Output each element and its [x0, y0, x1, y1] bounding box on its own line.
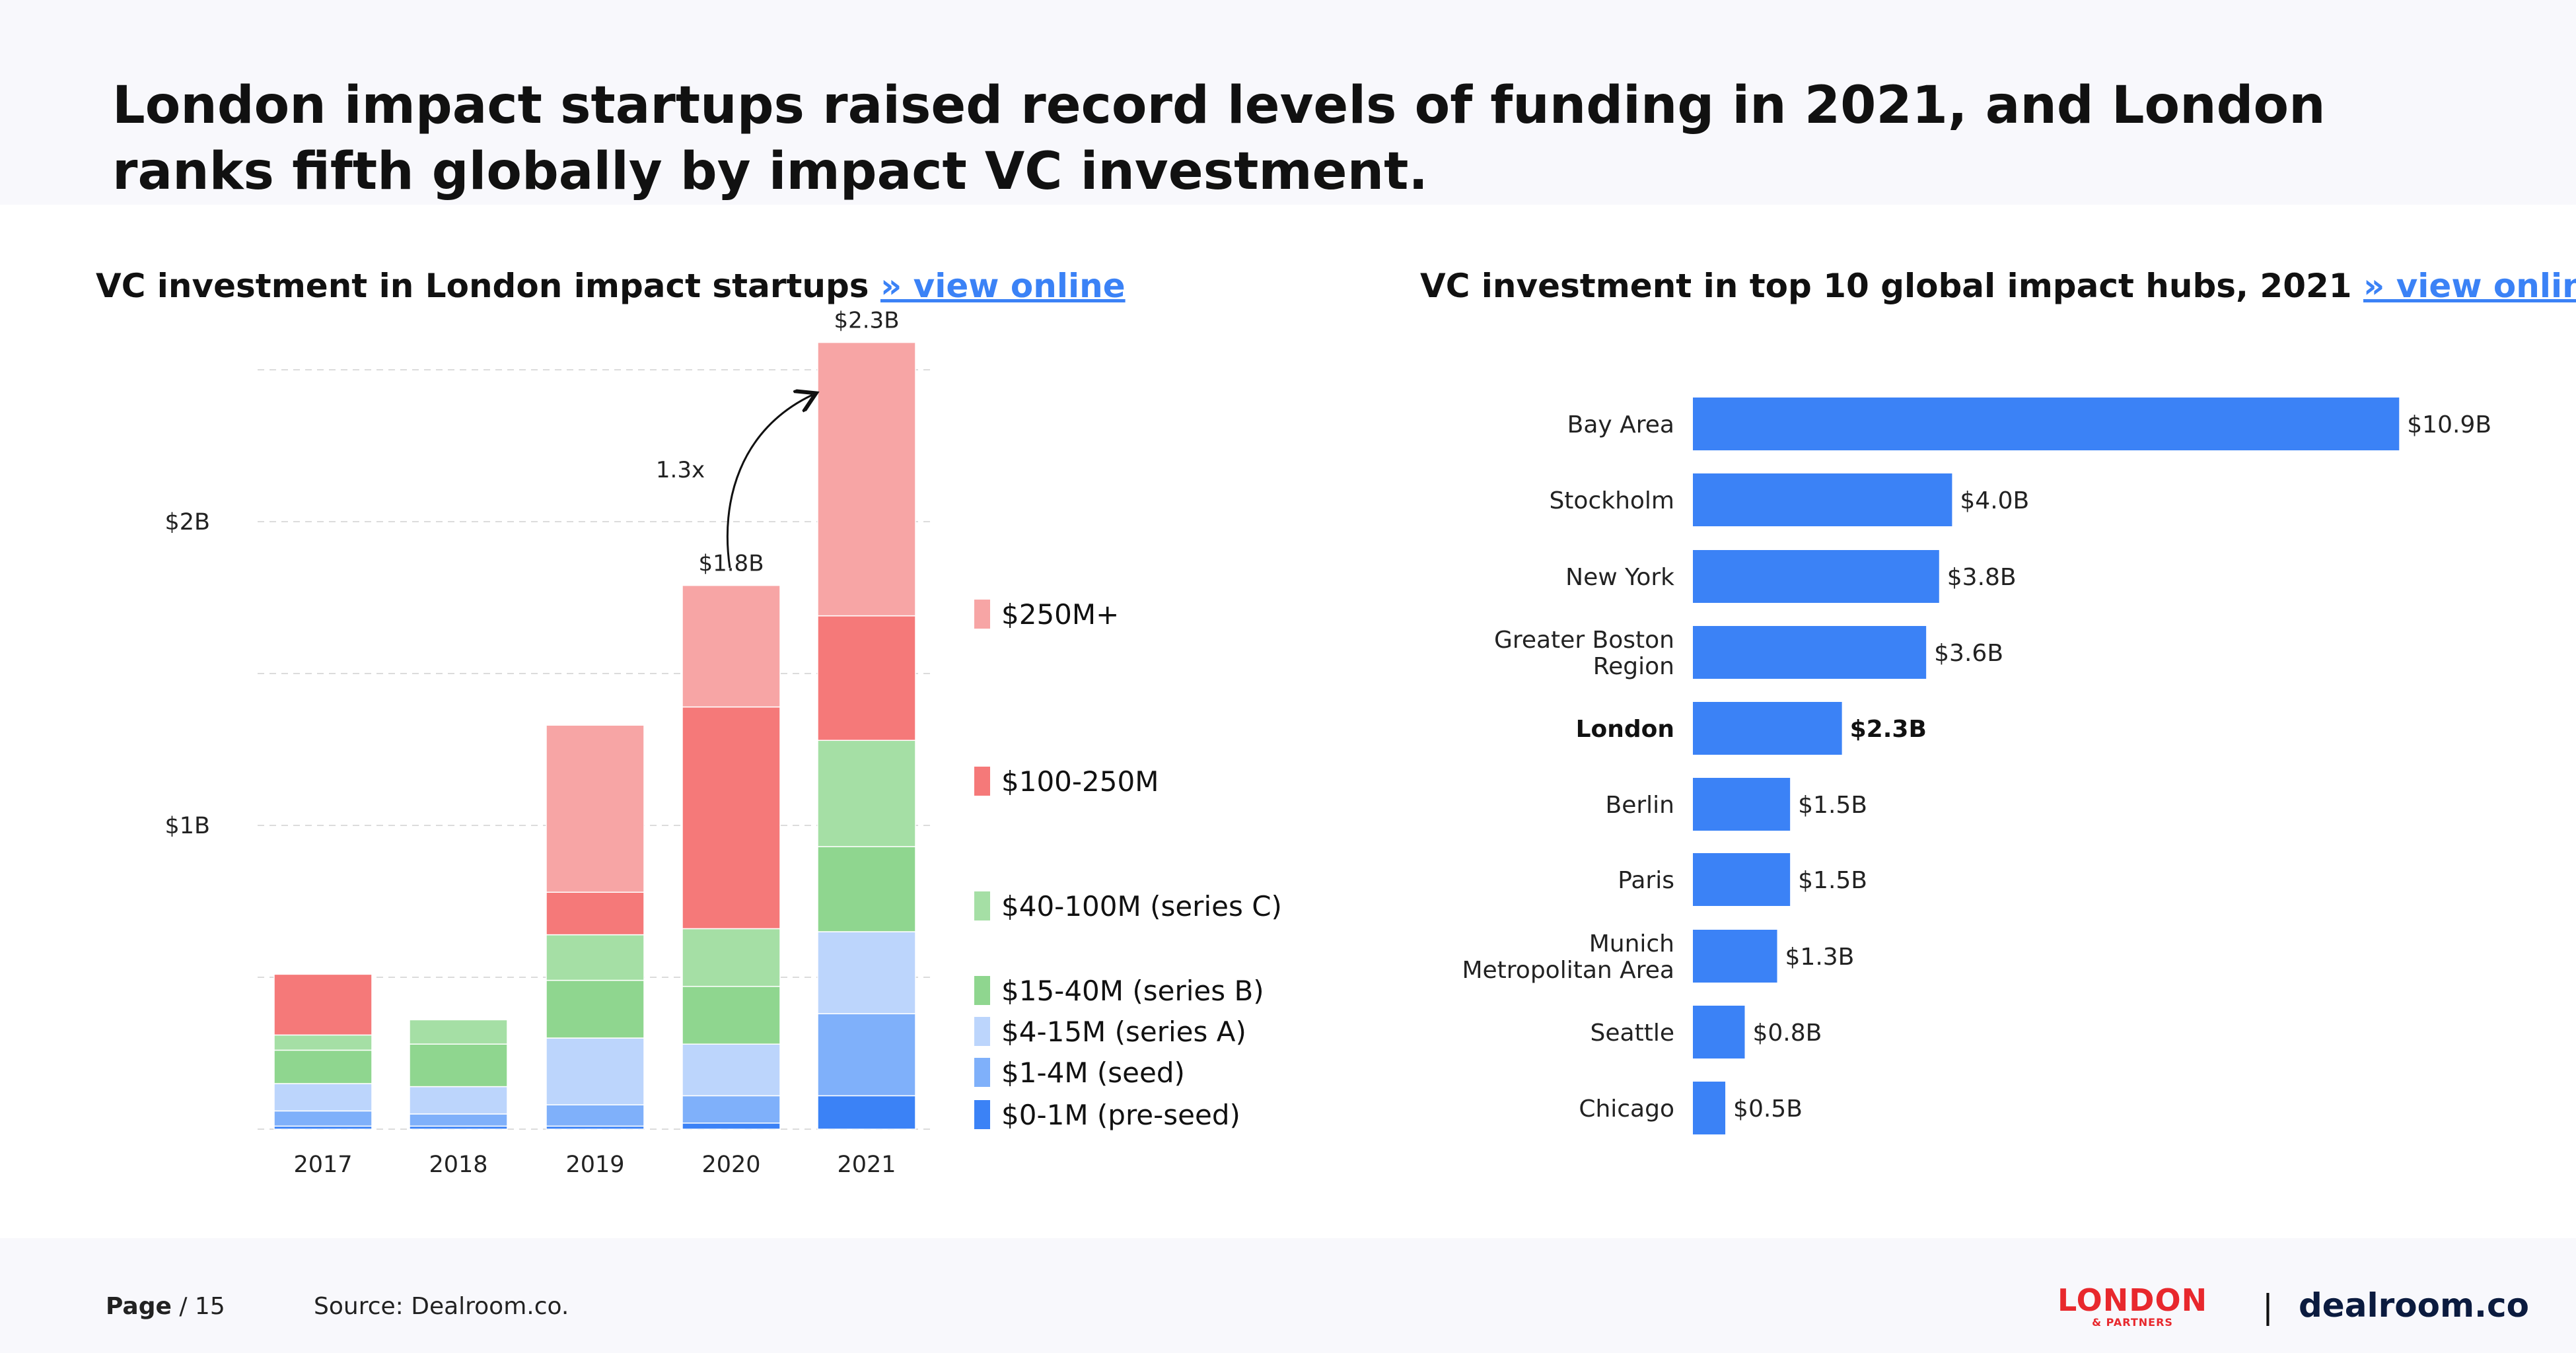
- hub-bar: [1693, 398, 2400, 450]
- bar-segment-2019: [546, 979, 645, 1039]
- hub-value-label: $10.9B: [2407, 411, 2491, 438]
- hub-value-label: $2.3B: [1850, 716, 1927, 743]
- legend-swatch: [974, 1058, 990, 1087]
- hub-category-label: London: [1576, 716, 1674, 743]
- legend-swatch: [974, 976, 990, 1005]
- growth-arrow: [726, 395, 812, 569]
- bar-segment-2020: [682, 584, 781, 708]
- left-chart-title: VC investment in London impact startups …: [96, 263, 1126, 309]
- london-logo-text: LONDON: [2057, 1282, 2208, 1318]
- hub-category-label: Paris: [1618, 867, 1674, 894]
- bar-segment-2021: [817, 615, 916, 741]
- bar-segment-2019: [546, 724, 645, 893]
- hub-value-label: $0.5B: [1733, 1095, 1803, 1123]
- hub-bar: [1693, 1006, 1745, 1058]
- legend-label: $4-15M (series A): [1001, 1016, 1246, 1048]
- hub-category-label: Stockholm: [1549, 487, 1674, 514]
- bar-segment-2019: [546, 891, 645, 936]
- bar-segment-2020: [682, 986, 781, 1045]
- y-tick-label: $2B: [164, 509, 210, 536]
- london-logo-subtext: & PARTNERS: [2092, 1316, 2173, 1329]
- total-label-2020: $1.8B: [698, 551, 764, 577]
- bar-segment-2021: [817, 931, 916, 1014]
- legend-swatch: [974, 891, 990, 920]
- hub-bar: [1693, 853, 1791, 906]
- hub-value-label: $1.5B: [1798, 867, 1867, 894]
- hub-value-label: $0.8B: [1752, 1020, 1822, 1047]
- hub-category-label: Berlin: [1606, 792, 1674, 819]
- hub-value-label: $4.0B: [1960, 487, 2029, 514]
- hub-category-label: Chicago: [1579, 1095, 1674, 1123]
- hub-value-label: $3.8B: [1947, 564, 2017, 591]
- hub-value-label: $3.6B: [1934, 640, 2003, 667]
- hub-bar: [1693, 930, 1777, 983]
- bar-segment-2018: [409, 1019, 508, 1045]
- left-view-online-link[interactable]: » view online: [880, 267, 1126, 305]
- bar-segment-2021: [817, 1095, 916, 1130]
- hub-category-label: New York: [1565, 564, 1674, 591]
- legend-label: $40-100M (series C): [1001, 890, 1282, 922]
- hub-category-label: Munich Metropolitan Area: [1462, 930, 1674, 984]
- legend-swatch: [974, 1017, 990, 1046]
- growth-annotation: 1.3x: [656, 457, 705, 483]
- right-view-online-link[interactable]: » view online: [2363, 267, 2576, 305]
- legend-label: $15-40M (series B): [1001, 975, 1264, 1007]
- hub-bar: [1693, 702, 1842, 755]
- x-tick-label: 2021: [837, 1152, 896, 1178]
- bar-segment-2021: [817, 341, 916, 617]
- bar-segment-2017: [273, 973, 373, 1036]
- legend-label: $250M+: [1001, 598, 1119, 631]
- legend-label: $100-250M: [1001, 765, 1159, 798]
- legend-label: $1-4M (seed): [1001, 1057, 1185, 1089]
- y-tick-label: $1B: [164, 813, 210, 839]
- hub-value-label: $1.5B: [1798, 792, 1867, 819]
- bar-segment-2017: [273, 1083, 373, 1112]
- legend-swatch: [974, 767, 990, 796]
- x-tick-label: 2018: [429, 1152, 487, 1178]
- bar-segment-2018: [409, 1086, 508, 1115]
- bar-segment-2020: [682, 706, 781, 930]
- source-note: Source: Dealroom.co.: [314, 1293, 569, 1320]
- bar-segment-2019: [546, 1037, 645, 1105]
- legend-swatch: [974, 600, 990, 629]
- hub-value-label: $1.3B: [1785, 944, 1855, 971]
- legend-swatch: [974, 1100, 990, 1129]
- hub-bar: [1693, 626, 1927, 679]
- hub-bar: [1693, 1082, 1726, 1134]
- page-indicator: Page / 15: [106, 1293, 225, 1320]
- bar-segment-2021: [817, 1013, 916, 1097]
- legend-label: $0-1M (pre-seed): [1001, 1099, 1240, 1131]
- page-count: / 15: [179, 1293, 225, 1320]
- right-chart-title: VC investment in top 10 global impact hu…: [1420, 263, 2576, 309]
- right-chart-title-text: VC investment in top 10 global impact hu…: [1420, 267, 2363, 305]
- hub-category-label: Bay Area: [1567, 411, 1674, 438]
- x-tick-label: 2020: [701, 1152, 760, 1178]
- x-tick-label: 2019: [565, 1152, 624, 1178]
- left-chart-title-text: VC investment in London impact startups: [96, 267, 880, 305]
- dealroom-logo: dealroom.co: [2299, 1286, 2530, 1325]
- hub-category-label: Seattle: [1591, 1020, 1674, 1047]
- page-label: Page: [106, 1293, 172, 1320]
- hub-bar: [1693, 473, 1952, 526]
- x-tick-label: 2017: [293, 1152, 352, 1178]
- total-label-2021: $2.3B: [834, 308, 899, 334]
- bar-segment-2019: [546, 934, 645, 981]
- london-partners-logo: LONDON & PARTNERS: [2057, 1284, 2207, 1329]
- page-headline: London impact startups raised record lev…: [112, 76, 2326, 201]
- logo-separator: |: [2262, 1288, 2273, 1326]
- hub-bar: [1693, 778, 1791, 831]
- bar-segment-2020: [682, 928, 781, 987]
- hub-category-label: Greater Boston Region: [1494, 627, 1674, 680]
- hub-bar: [1693, 550, 1939, 603]
- bar-segment-2018: [409, 1043, 508, 1088]
